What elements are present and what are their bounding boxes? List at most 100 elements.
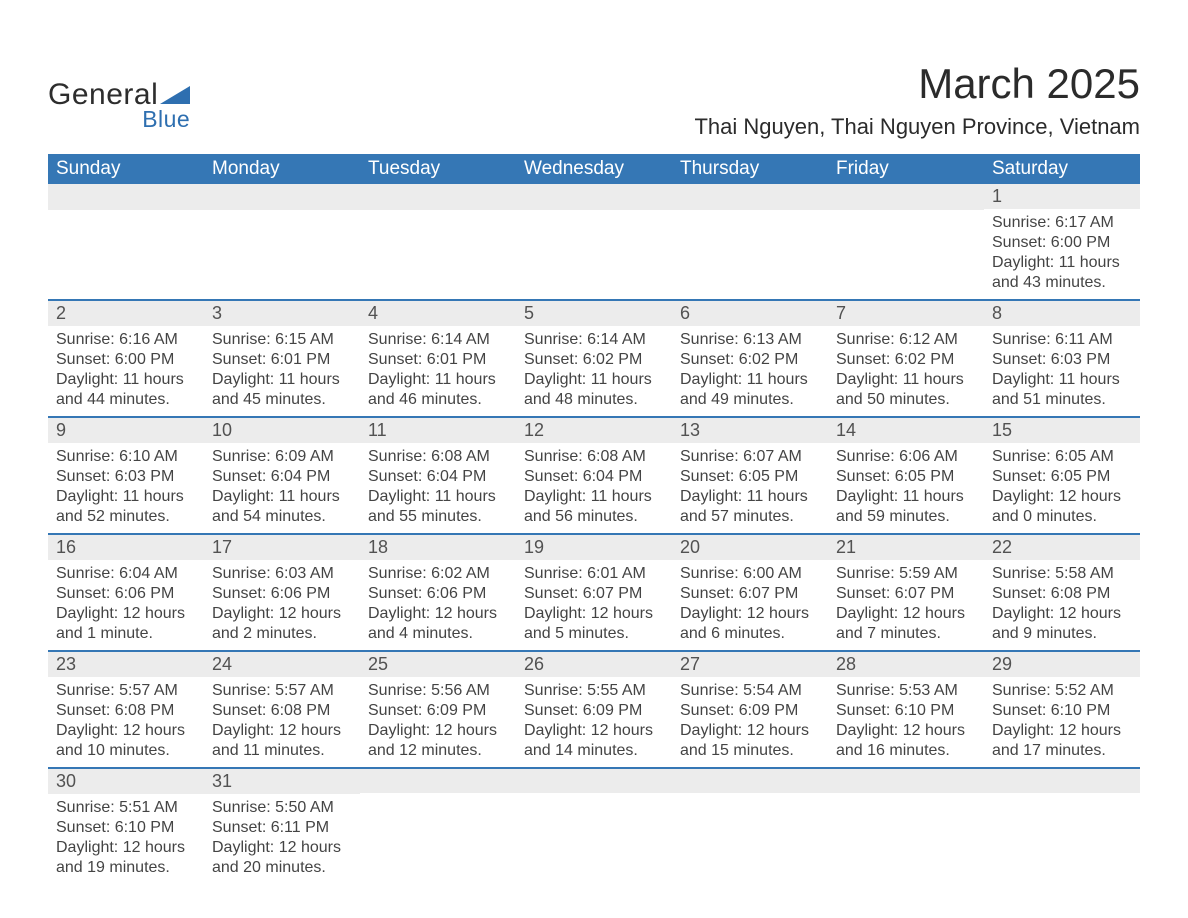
day-number: 30 <box>48 767 204 794</box>
day-body: Sunrise: 6:10 AMSunset: 6:03 PMDaylight:… <box>48 443 204 533</box>
daylight-text: Daylight: 12 hours and 2 minutes. <box>212 604 352 644</box>
calendar-cell <box>204 184 360 299</box>
sunset-text: Sunset: 6:03 PM <box>992 350 1132 370</box>
day-body: Sunrise: 6:08 AMSunset: 6:04 PMDaylight:… <box>360 443 516 533</box>
sunrise-text: Sunrise: 6:04 AM <box>56 564 196 584</box>
day-number: 13 <box>672 416 828 443</box>
day-body-empty <box>516 210 672 286</box>
calendar-cell: 4Sunrise: 6:14 AMSunset: 6:01 PMDaylight… <box>360 299 516 416</box>
day-number-empty <box>672 184 828 210</box>
sunset-text: Sunset: 6:10 PM <box>56 818 196 838</box>
daylight-text: Daylight: 12 hours and 1 minute. <box>56 604 196 644</box>
calendar-cell: 20Sunrise: 6:00 AMSunset: 6:07 PMDayligh… <box>672 533 828 650</box>
calendar-week-row: 1Sunrise: 6:17 AMSunset: 6:00 PMDaylight… <box>48 184 1140 299</box>
calendar-cell: 23Sunrise: 5:57 AMSunset: 6:08 PMDayligh… <box>48 650 204 767</box>
sunset-text: Sunset: 6:04 PM <box>368 467 508 487</box>
sunset-text: Sunset: 6:05 PM <box>836 467 976 487</box>
daylight-text: Daylight: 12 hours and 11 minutes. <box>212 721 352 761</box>
sunset-text: Sunset: 6:03 PM <box>56 467 196 487</box>
calendar-cell: 30Sunrise: 5:51 AMSunset: 6:10 PMDayligh… <box>48 767 204 884</box>
sunrise-text: Sunrise: 5:58 AM <box>992 564 1132 584</box>
calendar-cell: 2Sunrise: 6:16 AMSunset: 6:00 PMDaylight… <box>48 299 204 416</box>
daylight-text: Daylight: 11 hours and 46 minutes. <box>368 370 508 410</box>
day-body-empty <box>672 210 828 286</box>
day-number: 23 <box>48 650 204 677</box>
day-number: 26 <box>516 650 672 677</box>
calendar-cell <box>984 767 1140 884</box>
weekday-header-row: SundayMondayTuesdayWednesdayThursdayFrid… <box>48 154 1140 184</box>
sunset-text: Sunset: 6:01 PM <box>368 350 508 370</box>
sunrise-text: Sunrise: 6:16 AM <box>56 330 196 350</box>
day-body: Sunrise: 6:09 AMSunset: 6:04 PMDaylight:… <box>204 443 360 533</box>
day-number-empty <box>360 184 516 210</box>
daylight-text: Daylight: 12 hours and 6 minutes. <box>680 604 820 644</box>
day-body: Sunrise: 6:07 AMSunset: 6:05 PMDaylight:… <box>672 443 828 533</box>
calendar-cell: 17Sunrise: 6:03 AMSunset: 6:06 PMDayligh… <box>204 533 360 650</box>
page-header: General Blue March 2025 Thai Nguyen, Tha… <box>48 60 1140 140</box>
sunrise-text: Sunrise: 6:08 AM <box>524 447 664 467</box>
sunset-text: Sunset: 6:07 PM <box>524 584 664 604</box>
calendar-cell <box>828 184 984 299</box>
day-number: 15 <box>984 416 1140 443</box>
day-number: 11 <box>360 416 516 443</box>
day-body-empty <box>360 210 516 286</box>
day-number: 22 <box>984 533 1140 560</box>
calendar-cell: 12Sunrise: 6:08 AMSunset: 6:04 PMDayligh… <box>516 416 672 533</box>
day-number: 2 <box>48 299 204 326</box>
weekday-header: Saturday <box>984 154 1140 184</box>
calendar-cell: 19Sunrise: 6:01 AMSunset: 6:07 PMDayligh… <box>516 533 672 650</box>
calendar-cell <box>828 767 984 884</box>
calendar-cell: 7Sunrise: 6:12 AMSunset: 6:02 PMDaylight… <box>828 299 984 416</box>
daylight-text: Daylight: 12 hours and 19 minutes. <box>56 838 196 878</box>
calendar-cell: 21Sunrise: 5:59 AMSunset: 6:07 PMDayligh… <box>828 533 984 650</box>
daylight-text: Daylight: 11 hours and 55 minutes. <box>368 487 508 527</box>
day-number-empty <box>48 184 204 210</box>
sunrise-text: Sunrise: 6:11 AM <box>992 330 1132 350</box>
daylight-text: Daylight: 11 hours and 48 minutes. <box>524 370 664 410</box>
day-body: Sunrise: 6:01 AMSunset: 6:07 PMDaylight:… <box>516 560 672 650</box>
sunrise-text: Sunrise: 5:57 AM <box>56 681 196 701</box>
daylight-text: Daylight: 11 hours and 43 minutes. <box>992 253 1132 293</box>
day-body: Sunrise: 6:00 AMSunset: 6:07 PMDaylight:… <box>672 560 828 650</box>
daylight-text: Daylight: 12 hours and 20 minutes. <box>212 838 352 878</box>
sunset-text: Sunset: 6:11 PM <box>212 818 352 838</box>
daylight-text: Daylight: 11 hours and 56 minutes. <box>524 487 664 527</box>
daylight-text: Daylight: 12 hours and 14 minutes. <box>524 721 664 761</box>
calendar-cell: 18Sunrise: 6:02 AMSunset: 6:06 PMDayligh… <box>360 533 516 650</box>
sunrise-text: Sunrise: 6:15 AM <box>212 330 352 350</box>
day-body: Sunrise: 5:59 AMSunset: 6:07 PMDaylight:… <box>828 560 984 650</box>
day-body: Sunrise: 6:12 AMSunset: 6:02 PMDaylight:… <box>828 326 984 416</box>
day-number: 6 <box>672 299 828 326</box>
weekday-header: Friday <box>828 154 984 184</box>
weekday-header: Thursday <box>672 154 828 184</box>
day-number: 25 <box>360 650 516 677</box>
day-number: 3 <box>204 299 360 326</box>
sunset-text: Sunset: 6:02 PM <box>836 350 976 370</box>
daylight-text: Daylight: 11 hours and 59 minutes. <box>836 487 976 527</box>
calendar-cell: 3Sunrise: 6:15 AMSunset: 6:01 PMDaylight… <box>204 299 360 416</box>
sunrise-text: Sunrise: 6:09 AM <box>212 447 352 467</box>
sunrise-text: Sunrise: 6:01 AM <box>524 564 664 584</box>
day-number: 9 <box>48 416 204 443</box>
calendar-cell: 11Sunrise: 6:08 AMSunset: 6:04 PMDayligh… <box>360 416 516 533</box>
calendar-cell <box>48 184 204 299</box>
calendar-cell: 31Sunrise: 5:50 AMSunset: 6:11 PMDayligh… <box>204 767 360 884</box>
calendar-cell: 29Sunrise: 5:52 AMSunset: 6:10 PMDayligh… <box>984 650 1140 767</box>
sunrise-text: Sunrise: 6:08 AM <box>368 447 508 467</box>
daylight-text: Daylight: 12 hours and 4 minutes. <box>368 604 508 644</box>
day-body: Sunrise: 5:57 AMSunset: 6:08 PMDaylight:… <box>48 677 204 767</box>
daylight-text: Daylight: 11 hours and 57 minutes. <box>680 487 820 527</box>
calendar-week-row: 2Sunrise: 6:16 AMSunset: 6:00 PMDaylight… <box>48 299 1140 416</box>
day-number-empty <box>516 767 672 793</box>
sunrise-text: Sunrise: 5:54 AM <box>680 681 820 701</box>
day-number: 17 <box>204 533 360 560</box>
daylight-text: Daylight: 11 hours and 54 minutes. <box>212 487 352 527</box>
day-body: Sunrise: 5:56 AMSunset: 6:09 PMDaylight:… <box>360 677 516 767</box>
sunset-text: Sunset: 6:01 PM <box>212 350 352 370</box>
calendar-cell: 25Sunrise: 5:56 AMSunset: 6:09 PMDayligh… <box>360 650 516 767</box>
daylight-text: Daylight: 12 hours and 5 minutes. <box>524 604 664 644</box>
sunset-text: Sunset: 6:04 PM <box>524 467 664 487</box>
logo-text-blue: Blue <box>110 106 190 133</box>
calendar-cell: 9Sunrise: 6:10 AMSunset: 6:03 PMDaylight… <box>48 416 204 533</box>
daylight-text: Daylight: 12 hours and 7 minutes. <box>836 604 976 644</box>
